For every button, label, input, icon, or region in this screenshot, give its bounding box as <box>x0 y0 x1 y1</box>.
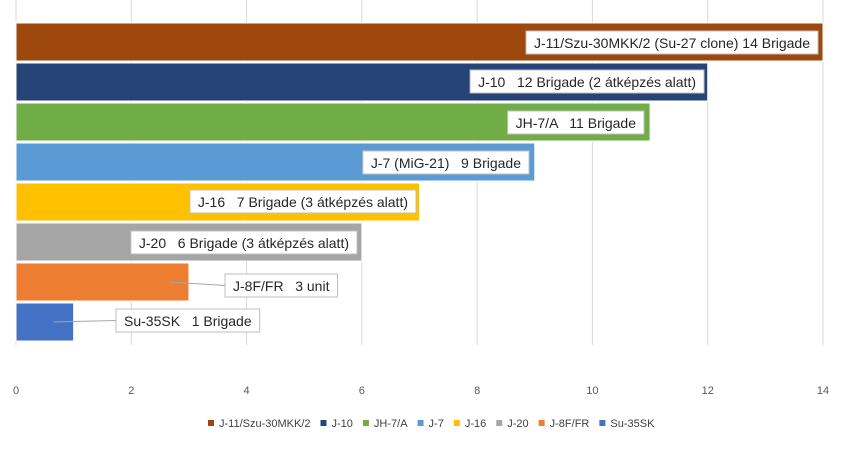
data-label-box <box>507 110 645 135</box>
data-label-box <box>224 273 338 298</box>
data-label: J-16 7 Brigade (3 átképzés alatt) <box>189 189 417 214</box>
data-label: J-8F/FR 3 unit <box>224 273 338 298</box>
x-tick-label: 12 <box>702 385 714 397</box>
data-label: J-20 6 Brigade (3 átképzés alatt) <box>130 230 358 255</box>
leader-line <box>168 281 226 286</box>
data-label-box <box>115 308 261 333</box>
data-label-box <box>189 189 417 214</box>
legend-label: J-10 <box>332 418 353 430</box>
data-label-text: J-11/Szu-30MKK/2 (Su-27 clone) 14 Brigad… <box>534 35 810 51</box>
data-label: Su-35SK 1 Brigade <box>115 308 261 333</box>
legend-item: JH-7/A <box>362 418 408 430</box>
legend-swatch <box>538 420 545 426</box>
data-label-text: J-10 12 Brigade (2 átképzés alatt) <box>478 74 696 90</box>
data-label-box <box>362 150 530 175</box>
legend-swatch <box>208 420 214 426</box>
data-label: J-11/Szu-30MKK/2 (Su-27 clone) 14 Brigad… <box>525 30 819 55</box>
bar-j-8f-fr <box>15 262 190 302</box>
legend-label: J-11/Szu-30MKK/2 <box>219 418 311 430</box>
legend-item: J-7 <box>417 418 444 430</box>
legend-swatch <box>320 420 327 426</box>
x-tick-label: 4 <box>244 385 250 397</box>
legend-label: Su-35SK <box>610 418 655 430</box>
x-tick-label: 8 <box>474 385 480 397</box>
x-tick-label: 10 <box>586 385 598 397</box>
leader-lines <box>53 281 226 323</box>
data-label-text: Su-35SK 1 Brigade <box>124 313 252 329</box>
x-tick-label: 14 <box>817 385 829 397</box>
data-label-box <box>469 69 705 94</box>
x-tick-label: 0 <box>13 385 19 397</box>
legend-label: J-7 <box>429 418 444 430</box>
data-label: JH-7/A 11 Brigade <box>507 110 645 135</box>
legend-swatch <box>496 420 503 426</box>
legend-item: J-20 <box>496 418 529 430</box>
data-labels: J-11/Szu-30MKK/2 (Su-27 clone) 14 Brigad… <box>115 30 819 333</box>
x-tick-label: 2 <box>128 385 134 397</box>
legend-swatch <box>362 420 369 426</box>
data-label-text: J-20 6 Brigade (3 átképzés alatt) <box>139 235 349 251</box>
legend-swatch <box>453 420 460 426</box>
legend-label: J-16 <box>465 418 486 430</box>
legend-label: JH-7/A <box>374 418 408 430</box>
data-label-text: JH-7/A 11 Brigade <box>516 115 637 131</box>
legend: J-11/Szu-30MKK/2 J-10 JH-7/A J-7 J-16 J-20 J-8… <box>208 418 655 430</box>
bars <box>15 22 824 342</box>
data-label-text: J-7 (MiG-21) 9 Brigade <box>371 155 521 171</box>
legend-item: J-16 <box>453 418 486 430</box>
legend-item: J-11/Szu-30MKK/2 <box>208 418 311 430</box>
legend-swatch <box>417 420 424 426</box>
leader-line <box>53 320 117 323</box>
data-label-text: J-8F/FR 3 unit <box>233 278 330 294</box>
legend-item: Su-35SK <box>599 418 655 430</box>
legend-label: J-20 <box>507 418 528 430</box>
data-label: J-7 (MiG-21) 9 Brigade <box>362 150 530 175</box>
x-tick-label: 6 <box>359 385 365 397</box>
legend-item: J-8F/FR <box>538 418 590 430</box>
data-label: J-10 12 Brigade (2 átképzés alatt) <box>469 69 705 94</box>
data-label-text: J-16 7 Brigade (3 átképzés alatt) <box>198 194 408 210</box>
legend-label: J-8F/FR <box>550 418 590 430</box>
legend-swatch <box>599 420 606 426</box>
x-axis-ticks: 0 2 4 6 8 10 12 14 <box>13 385 829 397</box>
legend-item: J-10 <box>320 418 353 430</box>
data-label-box <box>130 230 358 255</box>
data-label-box <box>525 30 819 55</box>
